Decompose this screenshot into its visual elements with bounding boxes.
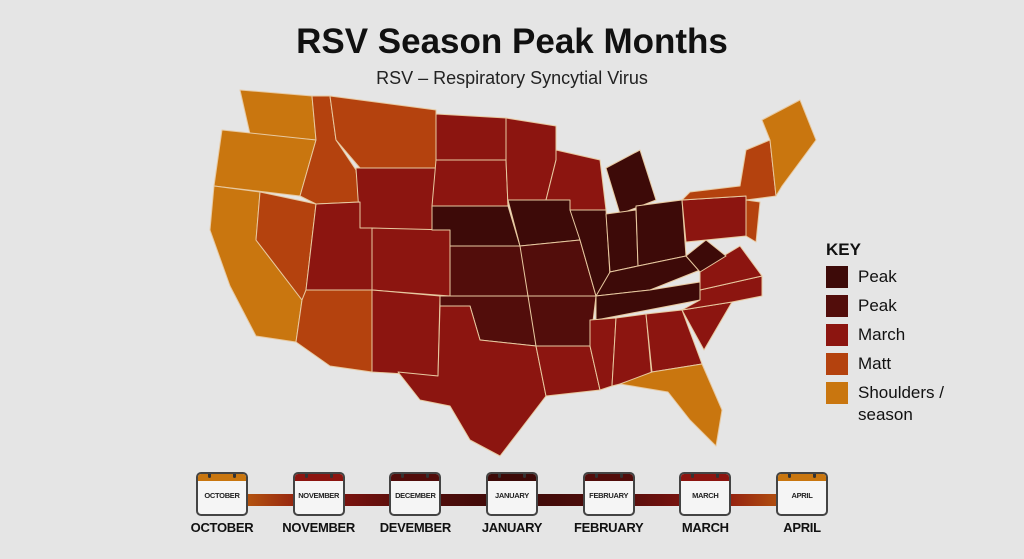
state-az xyxy=(295,289,373,373)
state-or xyxy=(213,129,317,197)
month-label: NOVEMBER xyxy=(282,520,356,535)
season-timeline: OCTOBER OCTOBER NOVEMBER NOVEMBER DECEMBER DE… xyxy=(190,472,840,552)
key-swatch xyxy=(826,324,848,346)
key-swatch xyxy=(826,266,848,288)
key-swatch xyxy=(826,295,848,317)
calendar-ring xyxy=(426,474,430,478)
state-wa xyxy=(239,89,317,141)
state-wy xyxy=(355,167,437,231)
calendar-header xyxy=(294,474,343,481)
key-label: Peak xyxy=(858,267,897,286)
calendar-ring xyxy=(401,474,405,478)
key-label: Shoulders / season xyxy=(858,383,944,424)
timeline-month: NOVEMBER NOVEMBER xyxy=(281,472,357,535)
key-item: Peak xyxy=(826,266,948,288)
key-label: Peak xyxy=(858,296,897,315)
key-label: Matt xyxy=(858,354,892,373)
state-oh xyxy=(635,199,687,267)
key-swatch xyxy=(826,353,848,375)
timeline-month: APRIL APRIL xyxy=(764,472,840,535)
calendar-ring xyxy=(329,474,333,478)
key-label: March xyxy=(858,325,906,344)
key-item: Shoulders / season xyxy=(826,382,948,426)
timeline-month: JANUARY JANUARY xyxy=(474,472,550,535)
state-ny xyxy=(681,139,777,201)
calendar-icon: FEBRUARY xyxy=(582,472,635,516)
state-new-england xyxy=(761,99,817,197)
map-key: KEY Peak Peak March Matt Shoulders / sea… xyxy=(826,240,948,433)
calendar-header xyxy=(778,474,826,481)
calendar-header xyxy=(488,474,536,481)
state-ms xyxy=(589,317,617,391)
state-fl xyxy=(619,363,723,447)
calendar-month: MARCH xyxy=(692,491,719,500)
calendar-ring xyxy=(208,474,211,478)
calendar-ring xyxy=(498,474,501,478)
timeline-month: DECEMBER DEVEMBER xyxy=(377,472,453,535)
calendar-month: NOVEMBER xyxy=(298,491,340,500)
state-ks xyxy=(449,245,529,297)
calendar-icon: JANUARY xyxy=(486,472,538,516)
calendar-month: FEBRUARY xyxy=(589,491,629,500)
calendar-icon: OCTOBER xyxy=(196,472,248,516)
month-label: OCTOBER xyxy=(190,520,254,535)
calendar-header xyxy=(391,474,440,481)
state-mi xyxy=(605,149,657,215)
month-label: APRIL xyxy=(783,520,821,535)
key-swatch xyxy=(826,382,848,404)
calendar-header xyxy=(584,474,633,481)
calendar-icon: APRIL xyxy=(776,472,828,516)
state-co xyxy=(371,227,451,297)
calendar-ring xyxy=(788,474,791,478)
calendar-icon: DECEMBER xyxy=(389,472,442,516)
key-item: Peak xyxy=(826,295,948,317)
calendar-ring xyxy=(304,474,308,478)
key-item: March xyxy=(826,324,948,346)
state-tx xyxy=(397,305,547,457)
calendar-ring xyxy=(813,474,816,478)
calendar-ring xyxy=(619,474,623,478)
page-subtitle: RSV – Respiratory Syncytial Virus xyxy=(376,68,648,88)
calendar-ring xyxy=(691,474,695,478)
calendar-month: DECEMBER xyxy=(395,491,436,500)
timeline-month: FEBRUARY FEBRUARY xyxy=(571,472,647,535)
state-wv xyxy=(685,239,727,273)
calendar-ring xyxy=(233,474,236,478)
key-title: KEY xyxy=(826,240,861,259)
calendar-header xyxy=(681,474,730,481)
state-sd xyxy=(431,159,509,207)
state-nj xyxy=(745,199,761,243)
state-la xyxy=(535,345,601,397)
calendar-header xyxy=(198,474,246,481)
calendar-month: APRIL xyxy=(791,491,813,500)
state-in xyxy=(605,209,639,273)
month-label: DEVEMBER xyxy=(379,520,452,535)
state-pa xyxy=(681,195,747,243)
state-wi xyxy=(545,149,607,211)
timeline-month: MARCH MARCH xyxy=(667,472,743,535)
calendar-icon: MARCH xyxy=(679,472,732,516)
state-ar xyxy=(527,295,597,347)
month-label: FEBRUARY xyxy=(573,520,644,535)
state-nd xyxy=(435,113,507,161)
calendar-ring xyxy=(523,474,526,478)
state-ia xyxy=(507,199,581,247)
month-label: JANUARY xyxy=(481,520,543,535)
calendar-ring xyxy=(594,474,598,478)
state-nm xyxy=(371,289,441,377)
state-va xyxy=(699,245,763,291)
calendar-icon: NOVEMBER xyxy=(292,472,345,516)
key-item: Matt xyxy=(826,353,948,375)
page-title: RSV Season Peak Months xyxy=(296,22,728,61)
calendar-ring xyxy=(716,474,720,478)
timeline-month: OCTOBER OCTOBER xyxy=(184,472,260,535)
month-label: MARCH xyxy=(681,520,729,535)
calendar-month: OCTOBER xyxy=(204,491,240,500)
calendar-month: JANUARY xyxy=(495,491,529,500)
